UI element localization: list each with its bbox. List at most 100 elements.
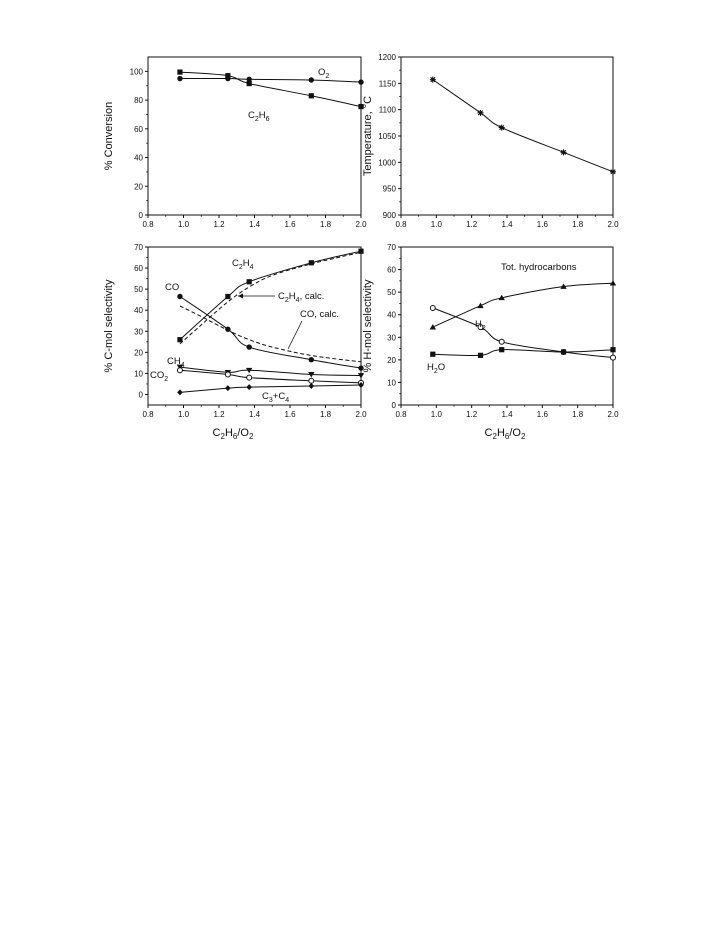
data-point-star (498, 124, 505, 131)
data-point-triangle-down (245, 367, 253, 374)
data-point-open-circle (429, 304, 436, 311)
x-tick-label: 2.0 (355, 220, 367, 229)
y-tick-label: 70 (134, 243, 143, 252)
data-point-star (429, 76, 436, 83)
data-point-triangle-up (429, 324, 436, 330)
y-tick-label: 40 (134, 154, 143, 163)
series-line (179, 296, 362, 369)
data-point-square (610, 347, 616, 353)
data-point-star (560, 149, 567, 156)
data-point-circle (308, 357, 314, 363)
x-tick-label: 2.0 (355, 410, 367, 419)
data-point-square (246, 279, 252, 285)
y-tick-label: 60 (134, 264, 143, 273)
series-label-o2: O2 (318, 67, 329, 80)
y-tick-label: 70 (387, 243, 396, 252)
y-tick-label: 1200 (378, 53, 396, 62)
data-point-square (308, 93, 314, 99)
y-tick-label: 1000 (378, 158, 396, 167)
x-tick-label: 1.0 (178, 220, 190, 229)
data-point-diamond (246, 384, 252, 391)
y-tick-label: 900 (383, 211, 397, 220)
series-line (432, 282, 614, 328)
x-tick-label: 2.0 (607, 220, 619, 229)
x-tick-label: 0.8 (395, 220, 407, 229)
x-tick-label: 1.4 (249, 220, 261, 229)
x-tick-label: 0.8 (142, 410, 154, 419)
series-layer (176, 248, 365, 396)
y-axis-label: Temperature, °C (362, 96, 374, 176)
x-tick-label: 1.8 (572, 410, 584, 419)
series-layer (429, 76, 616, 175)
y-tick-label: 20 (134, 348, 143, 357)
data-point-diamond (225, 385, 231, 392)
data-point-circle (308, 77, 314, 83)
data-point-open-circle (176, 367, 183, 374)
x-tick-label: 1.0 (431, 410, 443, 419)
y-axis-label: % H-mol selectivity (362, 279, 374, 372)
data-point-star (610, 168, 616, 175)
y-tick-label: 0 (392, 401, 397, 410)
data-point-diamond (308, 383, 315, 390)
series-line (179, 369, 362, 384)
series-label-co2: CO2 (150, 370, 168, 383)
series-label-c2h4-calc: C2H4, calc. (278, 291, 324, 304)
x-tick-label: 1.8 (320, 220, 332, 229)
y-tick-label: 50 (387, 288, 396, 297)
y-tick-label: 0 (139, 211, 144, 220)
x-tick-label: 0.8 (395, 410, 407, 419)
data-point-triangle-up (609, 280, 617, 286)
series-line (179, 71, 362, 108)
y-tick-label: 60 (134, 125, 143, 134)
y-tick-label: 1050 (378, 132, 396, 141)
x-tick-label: 1.4 (501, 410, 513, 419)
y-tick-label: 100 (130, 67, 144, 76)
x-tick-label: 1.0 (431, 220, 443, 229)
series-label-co-calc: CO, calc. (300, 309, 339, 320)
series-label-h2: H2 (475, 319, 486, 332)
series-layer (429, 280, 617, 361)
data-point-open-circle (477, 324, 484, 331)
x-tick-label: 0.8 (142, 220, 154, 229)
data-point-star (477, 109, 484, 116)
data-point-square (358, 103, 364, 110)
x-tick-label: 1.2 (213, 410, 225, 419)
x-tick-label: 1.2 (466, 410, 478, 419)
y-tick-label: 1150 (379, 79, 397, 88)
series-line (179, 250, 362, 341)
series-layer (177, 69, 364, 110)
x-tick-label: 1.0 (178, 410, 190, 419)
data-point-open-circle (610, 354, 616, 361)
y-tick-label: 1100 (379, 106, 397, 115)
data-point-circle (177, 75, 183, 82)
axis-ticks: 0.8 1.0 1.2 1.4 1.6 1.8 2.0 900 950 1000 1050 1100 1… (378, 53, 619, 229)
x-tick-label: 1.2 (466, 220, 478, 229)
data-point-circle (358, 79, 364, 85)
data-point-triangle-up (477, 302, 484, 309)
data-point-triangle-up (560, 283, 567, 289)
y-tick-label: 10 (387, 378, 396, 387)
y-tick-label: 30 (134, 327, 143, 336)
series-line (179, 77, 362, 83)
y-tick-label: 30 (387, 333, 396, 342)
y-tick-label: 50 (134, 285, 143, 294)
y-tick-label: 20 (387, 356, 396, 365)
data-point-triangle-down (357, 373, 365, 379)
data-point-triangle-down (308, 372, 315, 378)
y-tick-label: 10 (134, 369, 143, 378)
series-line (432, 79, 614, 173)
x-tick-label: 1.8 (572, 220, 584, 229)
annotation-pointer (287, 320, 303, 350)
data-point-circle (246, 76, 252, 82)
y-tick-label: 20 (134, 182, 143, 191)
x-axis-label: C2H6/O2 (213, 427, 254, 441)
annotation-arrowhead (238, 293, 243, 299)
data-point-circle (246, 344, 252, 350)
data-point-square (560, 349, 567, 355)
data-point-open-circle (308, 377, 315, 384)
data-point-square (430, 351, 436, 357)
x-tick-label: 1.6 (284, 220, 296, 229)
data-point-square (225, 73, 231, 79)
data-point-square (477, 352, 484, 358)
